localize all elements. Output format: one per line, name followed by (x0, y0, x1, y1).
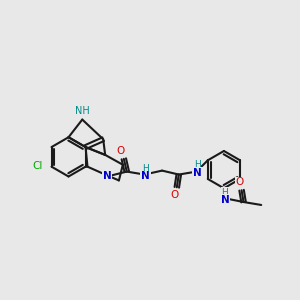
Text: Cl: Cl (33, 161, 43, 171)
Text: H: H (221, 188, 228, 197)
Text: O: O (117, 146, 125, 156)
Text: NH: NH (75, 106, 90, 116)
Text: N: N (141, 172, 150, 182)
Text: H: H (194, 160, 201, 169)
Text: H: H (142, 164, 149, 173)
Text: N: N (103, 172, 112, 182)
Text: O: O (236, 177, 244, 188)
Text: O: O (171, 190, 179, 200)
Text: N: N (220, 195, 229, 205)
Text: N: N (193, 168, 202, 178)
